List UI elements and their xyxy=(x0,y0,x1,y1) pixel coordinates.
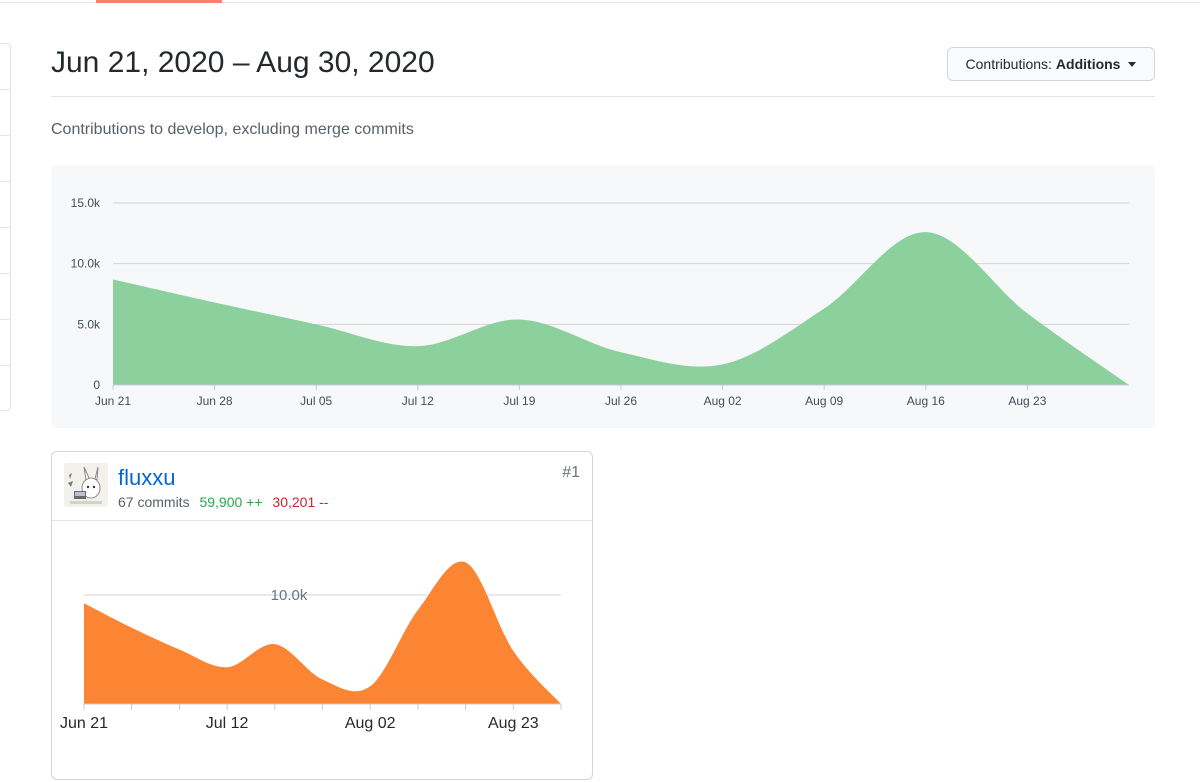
x-tick-label: Jul 12 xyxy=(402,394,434,408)
menu-divider xyxy=(0,319,10,320)
caret-down-icon xyxy=(1128,62,1137,67)
contributor-stats: 67 commits 59,900 ++ 30,201 -- xyxy=(118,494,328,510)
contributor-name-link[interactable]: fluxxu xyxy=(118,465,176,490)
dropdown-selected-value: Additions xyxy=(1055,56,1121,72)
menu-divider xyxy=(0,89,10,90)
contributions-type-dropdown[interactable]: Contributions: Additions xyxy=(947,47,1155,81)
page-title: Jun 21, 2020 – Aug 30, 2020 xyxy=(51,46,435,79)
commit-count[interactable]: 67 commits xyxy=(118,494,190,510)
avatar[interactable] xyxy=(64,463,108,507)
x-tick-label: Aug 23 xyxy=(1008,394,1046,408)
left-side-menu[interactable] xyxy=(0,43,11,411)
x-tick-label: Jun 21 xyxy=(95,394,131,408)
contributor-chart-svg: 10.0k Jun 21 Jul 12 Aug 02 Aug 23 xyxy=(60,561,562,732)
x-tick-label: Jun 28 xyxy=(197,394,233,408)
x-tick-label: Aug 09 xyxy=(805,394,843,408)
y-tick-label: 0 xyxy=(93,378,100,392)
menu-divider xyxy=(0,273,10,274)
x-tick-label: Jul 05 xyxy=(300,394,332,408)
contributions-chart: 0 5.0k 10.0k 15.0k Jun 21 Jun 28 Jul 05 Jul 12 J… xyxy=(51,165,1155,428)
y-tick-label: 5.0k xyxy=(77,317,101,331)
x-tick-label: Aug 02 xyxy=(345,715,396,732)
contributor-additions-area xyxy=(84,561,561,704)
x-tick-label: Aug 02 xyxy=(704,394,742,408)
menu-divider xyxy=(0,135,10,136)
title-divider xyxy=(51,96,1155,97)
avatar-image xyxy=(64,463,108,507)
dropdown-prefix-label: Contributions: xyxy=(965,56,1052,72)
additions-area xyxy=(113,232,1129,385)
menu-divider xyxy=(0,181,10,182)
deletions-count: 30,201 -- xyxy=(272,494,329,510)
contributor-card: fluxxu 67 commits 59,900 ++ 30,201 -- #1… xyxy=(51,451,593,780)
contributor-rank: #1 xyxy=(562,464,580,481)
x-tick-label: Aug 23 xyxy=(488,715,539,732)
menu-divider xyxy=(0,365,10,366)
y-tick-label: 15.0k xyxy=(71,196,101,210)
x-tick-label: Jul 12 xyxy=(206,715,249,732)
x-tick-label: Aug 16 xyxy=(907,394,945,408)
menu-divider xyxy=(0,227,10,228)
page-subtitle: Contributions to develop, excluding merg… xyxy=(51,121,414,138)
y-grid-label: 10.0k xyxy=(271,587,308,604)
top-nav-border xyxy=(0,0,1200,3)
x-tick-label: Jul 26 xyxy=(605,394,637,408)
x-tick-label: Jun 21 xyxy=(60,715,108,732)
contributor-card-header: fluxxu 67 commits 59,900 ++ 30,201 -- #1 xyxy=(52,452,592,521)
y-tick-label: 10.0k xyxy=(71,257,101,271)
selected-tab-underline xyxy=(96,0,222,3)
additions-count: 59,900 ++ xyxy=(199,494,263,510)
contributions-chart-svg: 0 5.0k 10.0k 15.0k Jun 21 Jun 28 Jul 05 Jul 12 J… xyxy=(71,196,1129,408)
x-tick-label: Jul 19 xyxy=(503,394,535,408)
